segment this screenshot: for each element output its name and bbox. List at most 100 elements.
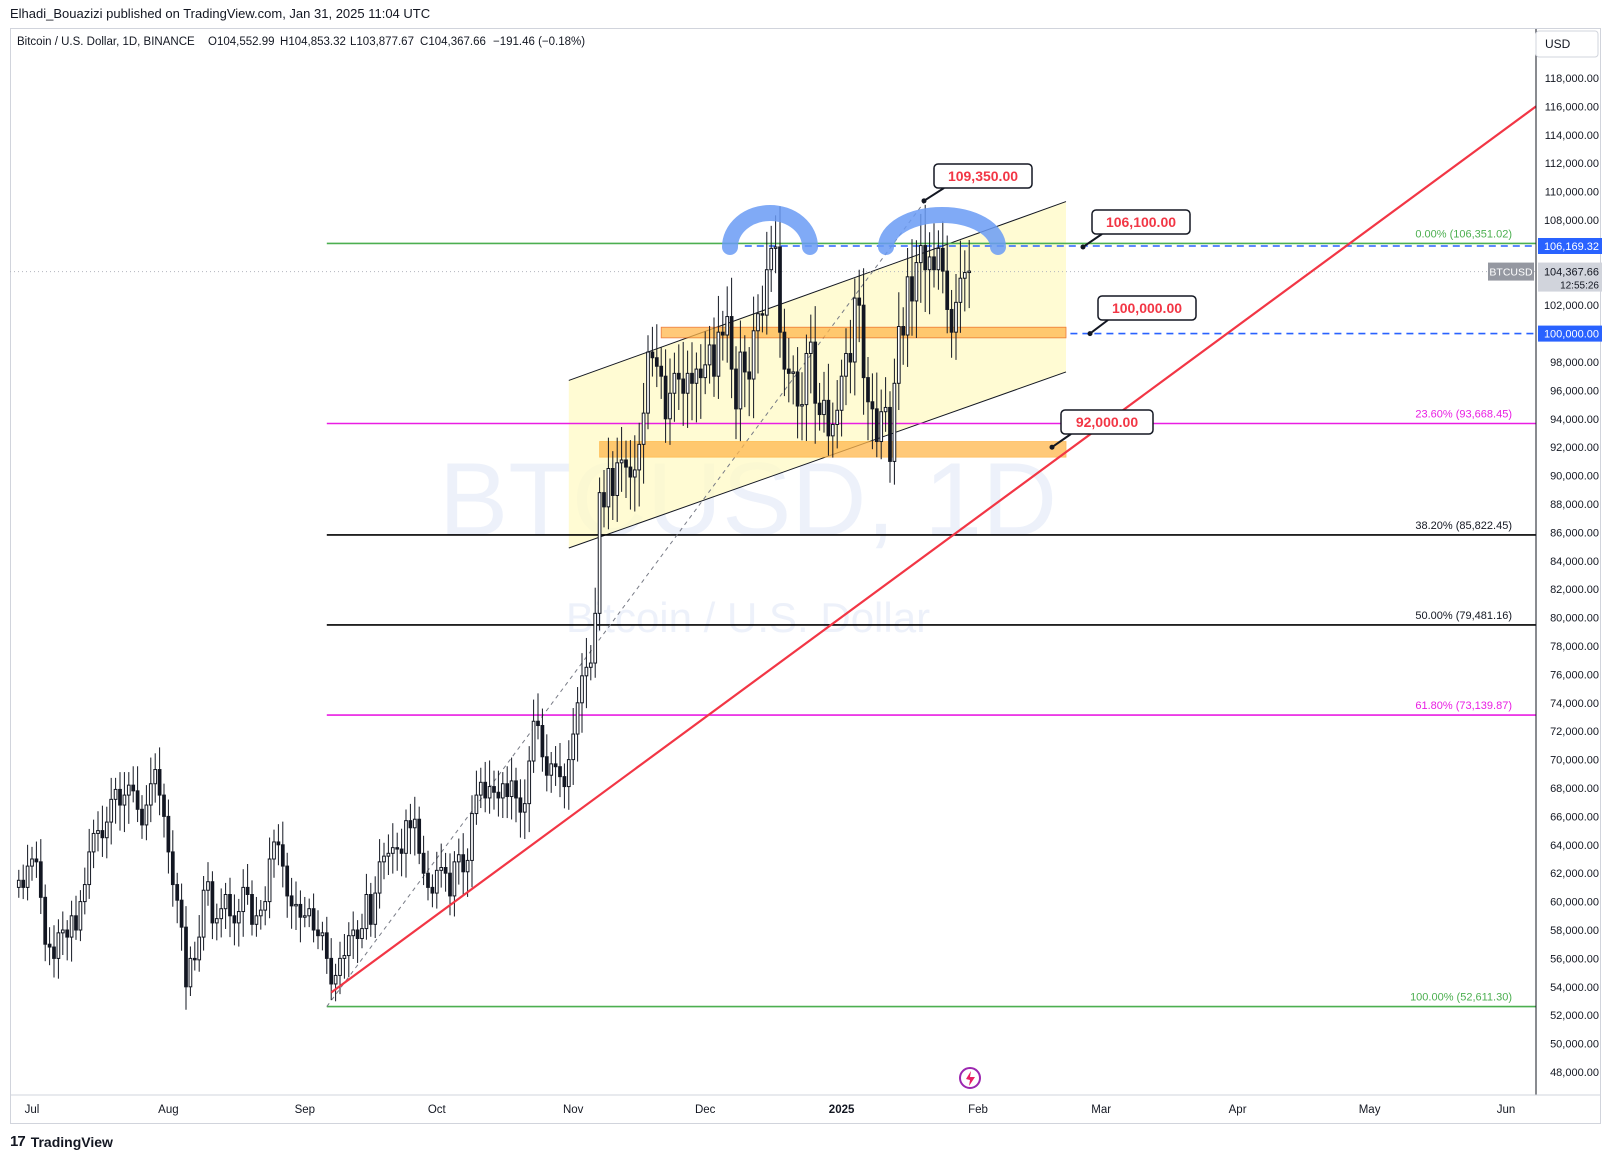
candle-body [289, 895, 294, 907]
currency-button[interactable]: USD [1535, 30, 1599, 58]
candle-body [144, 804, 149, 826]
candle-body [496, 791, 501, 799]
fib-level-label: 50.00% (79,481.16) [1415, 610, 1512, 622]
candle-body [298, 903, 303, 918]
candle-body [514, 780, 518, 799]
event-icon[interactable] [959, 1067, 981, 1089]
candle-body [307, 908, 312, 917]
price-tick-label: 102,000.00 [1544, 300, 1599, 312]
time-axis[interactable]: Jul Aug Sep Oct Nov Dec 2025 Feb Mar Apr May Jun [10, 1094, 1600, 1116]
price-tick-label: 62,000.00 [1550, 868, 1599, 880]
time-tick-label: Jul [25, 1104, 40, 1116]
candle-body [628, 466, 633, 478]
candle-body [96, 830, 100, 834]
svg-text:L103,877.67: L103,877.67 [350, 36, 414, 48]
candle-body [870, 401, 875, 410]
candle-body [668, 392, 672, 420]
candle-body [659, 365, 664, 377]
callout-text: 106,100.00 [1106, 214, 1176, 230]
candle-body [896, 326, 901, 384]
candle-body [940, 247, 945, 272]
candle-body [778, 246, 782, 333]
candle-body [166, 815, 171, 853]
candle-body [135, 790, 140, 810]
price-tag-resistance: 106,169.32 [1544, 241, 1599, 253]
callout-text: 92,000.00 [1076, 414, 1138, 430]
candle-body [430, 886, 435, 894]
candle-body [927, 256, 932, 271]
candle-body [544, 756, 549, 776]
candle-body [377, 861, 382, 894]
candle-body [285, 865, 290, 897]
price-tick-label: 60,000.00 [1550, 897, 1599, 909]
candle-body [602, 492, 606, 508]
candle-body [571, 733, 576, 761]
candle-body [311, 908, 316, 931]
candle-body [342, 955, 347, 959]
legend-symbol: Bitcoin / U.S. Dollar, 1D, BINANCE [17, 36, 195, 48]
candle-body [157, 769, 162, 796]
candle-body [615, 462, 620, 496]
price-tick-label: 72,000.00 [1550, 726, 1599, 738]
candle-body [214, 918, 219, 924]
time-tick-label: Apr [1229, 1104, 1247, 1116]
tradingview-logo-icon: 17 [10, 1133, 26, 1150]
candle-body [901, 326, 906, 336]
candle-body [483, 781, 488, 799]
candle-body [267, 858, 272, 903]
candle-body [65, 929, 70, 938]
candle-body [936, 247, 941, 271]
candle-body [126, 784, 131, 796]
price-tag-support-bg [1538, 325, 1602, 342]
candle-body [892, 382, 897, 462]
candle-body [245, 886, 250, 896]
candle-body [720, 331, 725, 336]
candle-body [87, 851, 92, 886]
chart-frame [10, 28, 1601, 1124]
candle-body [822, 399, 826, 416]
candle-body [179, 899, 184, 928]
price-tick-label: 86,000.00 [1550, 527, 1599, 539]
candle-body [663, 375, 668, 420]
callout-anchor [921, 198, 927, 204]
candle-body [566, 759, 571, 788]
fib-level-label: 0.00% (106,351.02) [1415, 228, 1512, 240]
candle-body [861, 304, 866, 379]
candle-body [197, 936, 202, 961]
candle-body [241, 886, 246, 913]
candle-body [835, 409, 840, 425]
legend-low: 103,877.67 [356, 36, 414, 48]
price-tick-label: 96,000.00 [1550, 385, 1599, 397]
price-tick-label: 90,000.00 [1550, 471, 1599, 483]
time-tick-label: Sep [295, 1104, 315, 1116]
svg-text:C104,367.66: C104,367.66 [420, 36, 486, 48]
candle-body [536, 720, 540, 727]
price-tick-label: 78,000.00 [1550, 641, 1599, 653]
candle-body [188, 957, 193, 988]
candle-body [170, 851, 175, 886]
candle-body [272, 841, 276, 860]
price-axis[interactable]: 118,000.00 116,000.00 114,000.00 112,000.00… [1488, 29, 1602, 1095]
candle-body [844, 352, 848, 377]
price-tick-label: 68,000.00 [1550, 783, 1599, 795]
candle-body [421, 852, 426, 874]
candle-body [254, 915, 259, 925]
candle-body [914, 262, 919, 302]
candle-body [412, 818, 417, 829]
candle-body [883, 406, 888, 413]
candle-body [162, 794, 166, 817]
candle-body [91, 832, 96, 853]
currency-button-label: USD [1545, 37, 1571, 51]
price-callout: 109,350.00 [921, 163, 1033, 204]
candle-body [932, 256, 936, 271]
candle-body [474, 794, 479, 815]
price-callout: 92,000.00 [1049, 409, 1154, 450]
candle-body [562, 776, 567, 788]
candle-body [518, 797, 523, 813]
candle-body [223, 894, 228, 910]
svg-text:O104,552.99: O104,552.99 [208, 36, 275, 48]
candle-body [439, 867, 444, 871]
candle-body [804, 352, 809, 406]
fib-level-label: 23.60% (93,668.45) [1415, 409, 1512, 421]
